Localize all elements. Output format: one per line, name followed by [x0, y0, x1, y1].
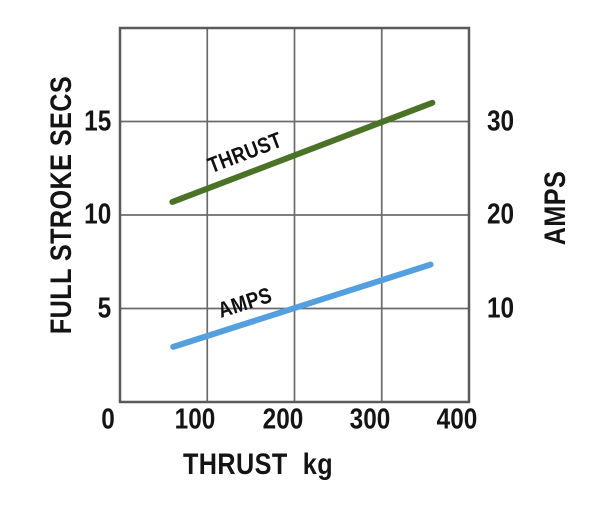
y-left-tick-label-5: 5: [97, 292, 111, 324]
y-axis-title-right: AMPS: [539, 170, 572, 246]
x-axis-title-text: THRUST: [182, 448, 288, 481]
plot-border: [118, 26, 471, 404]
y-right-tick-label-30: 30: [487, 105, 515, 137]
x-axis-unit: kg: [302, 448, 334, 481]
y-left-tick-label-10: 10: [83, 198, 111, 231]
y-right-tick-label-20: 20: [487, 198, 515, 231]
x-tick-label-200: 200: [262, 403, 303, 436]
x-tick-label-100: 100: [174, 403, 216, 436]
y-left-tick-label-15: 15: [83, 105, 111, 137]
amps-line: [170, 261, 434, 350]
thrust-line: [169, 99, 436, 205]
x-axis-title: THRUST kg: [183, 448, 333, 482]
y-axis-title-left: FULL STROKE SECS: [45, 75, 78, 335]
x-tick-label-400: 400: [436, 403, 478, 436]
x-tick-label-0: 0: [101, 403, 115, 436]
y-right-tick-label-10: 10: [487, 292, 515, 324]
x-tick-label-300: 300: [349, 403, 391, 436]
